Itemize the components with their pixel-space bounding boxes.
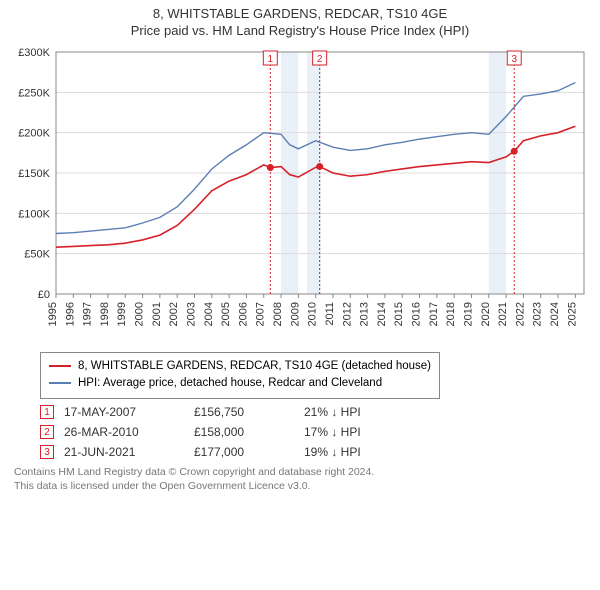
x-tick-label: 1997 — [82, 302, 94, 326]
legend: 8, WHITSTABLE GARDENS, REDCAR, TS10 4GE … — [40, 352, 440, 399]
event-row: 1 17-MAY-2007£156,75021% ↓ HPI — [40, 405, 590, 419]
legend-label: 8, WHITSTABLE GARDENS, REDCAR, TS10 4GE … — [78, 360, 431, 372]
x-tick-label: 2020 — [480, 302, 492, 326]
event-marker-icon: 3 — [40, 445, 54, 459]
y-tick-label: £300K — [18, 47, 50, 59]
x-tick-label: 2010 — [307, 302, 319, 326]
x-tick-label: 2008 — [272, 302, 284, 326]
x-tick-label: 1999 — [116, 302, 128, 326]
x-tick-label: 2011 — [324, 302, 336, 326]
x-tick-label: 2013 — [359, 302, 371, 326]
x-tick-label: 2023 — [532, 302, 544, 326]
line-chart-svg: £0 £50K £100K £150K £200K £250K £300K 1995 1996 1… — [10, 44, 590, 344]
x-tick-label: 2018 — [445, 302, 457, 326]
x-tick-label: 2019 — [462, 302, 474, 326]
x-tick-label: 2007 — [255, 302, 267, 326]
event-row: 2 26-MAR-2010£158,00017% ↓ HPI — [40, 425, 590, 439]
x-tick-label: 2025 — [566, 302, 578, 326]
event-marker-number: 2 — [317, 54, 323, 65]
event-date: 21-JUN-2021 — [64, 445, 194, 459]
legend-label: HPI: Average price, detached house, Redc… — [78, 377, 382, 389]
x-tick-label: 2006 — [237, 302, 249, 326]
y-tick-label: £100K — [18, 208, 50, 220]
event-pct: 21% ↓ HPI — [304, 405, 414, 419]
event-price: £177,000 — [194, 445, 304, 459]
x-tick-label: 2012 — [341, 302, 353, 326]
event-marker-icon: 1 — [40, 405, 54, 419]
legend-row: HPI: Average price, detached house, Redc… — [49, 375, 431, 392]
footer: Contains HM Land Registry data © Crown c… — [14, 465, 590, 493]
x-tick-label: 1996 — [64, 302, 76, 326]
x-tick-label: 2014 — [376, 302, 388, 326]
x-tick-label: 2009 — [289, 302, 301, 326]
y-tick-label: £0 — [38, 289, 50, 301]
event-date: 26-MAR-2010 — [64, 425, 194, 439]
x-tick-label: 2003 — [185, 302, 197, 326]
footer-line-2: This data is licensed under the Open Gov… — [14, 479, 590, 493]
event-pct: 19% ↓ HPI — [304, 445, 414, 459]
x-tick-label: 1995 — [47, 302, 59, 326]
chart-plot: £0 £50K £100K £150K £200K £250K £300K 1995 1996 1… — [10, 44, 590, 344]
event-marker-number: 3 — [511, 54, 517, 65]
x-tick-label: 2002 — [168, 302, 180, 326]
footer-line-1: Contains HM Land Registry data © Crown c… — [14, 465, 590, 479]
event-price: £158,000 — [194, 425, 304, 439]
event-date: 17-MAY-2007 — [64, 405, 194, 419]
chart-title-address: 8, WHITSTABLE GARDENS, REDCAR, TS10 4GE — [10, 6, 590, 21]
x-tick-label: 2021 — [497, 302, 509, 326]
x-tick-label: 2017 — [428, 302, 440, 326]
event-marker-icon: 2 — [40, 425, 54, 439]
x-tick-label: 2000 — [134, 302, 146, 326]
events-table: 1 17-MAY-2007£156,75021% ↓ HPI 2 26-MAR-201… — [40, 405, 590, 459]
chart-container: 8, WHITSTABLE GARDENS, REDCAR, TS10 4GE … — [0, 0, 600, 501]
x-tick-label: 2024 — [549, 302, 561, 326]
y-tick-label: £250K — [18, 87, 50, 99]
y-tick-label: £50K — [24, 249, 50, 261]
event-row: 3 21-JUN-2021£177,00019% ↓ HPI — [40, 445, 590, 459]
x-tick-label: 2015 — [393, 302, 405, 326]
legend-row: 8, WHITSTABLE GARDENS, REDCAR, TS10 4GE … — [49, 358, 431, 375]
y-tick-label: £200K — [18, 128, 50, 140]
x-tick-label: 2004 — [203, 302, 215, 326]
y-tick-label: £150K — [18, 168, 50, 180]
x-tick-label: 2022 — [514, 302, 526, 326]
x-tick-label: 2016 — [411, 302, 423, 326]
event-marker-number: 1 — [268, 54, 274, 65]
x-tick-label: 2005 — [220, 302, 232, 326]
legend-swatch — [49, 382, 71, 384]
legend-swatch — [49, 365, 71, 367]
x-tick-label: 2001 — [151, 302, 163, 326]
event-pct: 17% ↓ HPI — [304, 425, 414, 439]
chart-title-desc: Price paid vs. HM Land Registry's House … — [10, 23, 590, 38]
event-price: £156,750 — [194, 405, 304, 419]
x-tick-label: 1998 — [99, 302, 111, 326]
